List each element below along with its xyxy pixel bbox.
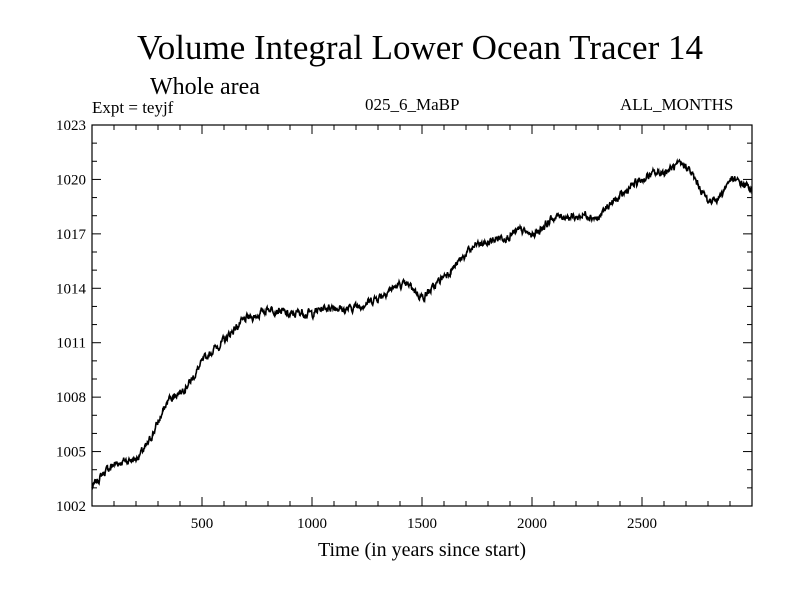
y-tick-label: 1011	[57, 336, 86, 352]
x-tick-label: 500	[191, 516, 214, 532]
axis-tick-labels: 500 1000 1500 2000 2500 1002 1005 1008 1011 1014 1…	[56, 118, 657, 532]
chart-subtitle: Whole area	[150, 74, 260, 100]
chart-title: Volume Integral Lower Ocean Tracer 14	[137, 28, 703, 67]
x-tick-label: 2500	[627, 516, 657, 532]
y-tick-label: 1017	[56, 227, 87, 243]
y-tick-label: 1008	[56, 390, 86, 406]
y-tick-label: 1023	[56, 118, 86, 134]
y-tick-label: 1020	[56, 172, 86, 188]
x-tick-label: 1500	[407, 516, 437, 532]
y-tick-label: 1005	[56, 445, 86, 461]
series-line-tracer-14	[91, 158, 753, 491]
plot-frame	[91, 124, 753, 507]
x-tick-label: 1000	[297, 516, 327, 532]
experiment-label: Expt = teyjf	[92, 98, 174, 117]
axis-ticks	[92, 125, 752, 506]
y-tick-label: 1014	[56, 281, 87, 297]
y-tick-label: 1002	[56, 499, 86, 515]
case-label: 025_6_MaBP	[365, 95, 460, 114]
x-axis-label: Time (in years since start)	[318, 539, 526, 561]
months-label: ALL_MONTHS	[620, 95, 734, 114]
x-tick-label: 2000	[517, 516, 547, 532]
